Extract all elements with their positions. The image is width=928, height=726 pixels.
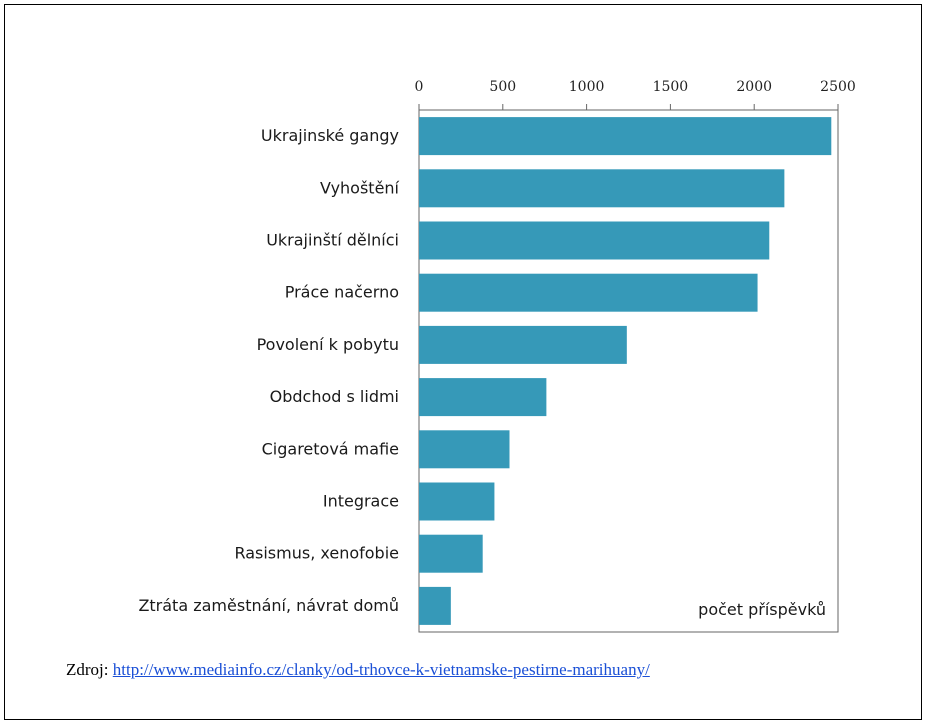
- plot-area: [418, 109, 839, 633]
- x-tick-label: 2500: [820, 79, 856, 95]
- source-line: Zdroj: http://www.mediainfo.cz/clanky/od…: [66, 660, 650, 680]
- category-label: Ukrajinští dělníci: [266, 231, 399, 250]
- bar: [419, 117, 832, 156]
- bar: [419, 430, 510, 469]
- x-tick-label: 1500: [653, 79, 689, 95]
- source-label: Zdroj:: [66, 660, 109, 679]
- bar: [419, 482, 495, 521]
- category-label: Integrace: [323, 492, 399, 511]
- category-label: Rasismus, xenofobie: [234, 544, 399, 563]
- source-link[interactable]: http://www.mediainfo.cz/clanky/od-trhovc…: [112, 660, 650, 679]
- x-tick-label: 500: [489, 79, 516, 95]
- category-label: Práce načerno: [285, 283, 399, 302]
- category-labels: Ukrajinské gangy Vyhoštění Ukrajinští děln…: [138, 126, 399, 615]
- category-label: Vyhoštění: [320, 178, 400, 197]
- x-tick-label: 1000: [569, 79, 605, 95]
- bar: [419, 325, 627, 364]
- category-label: Cigaretová mafie: [262, 439, 399, 458]
- bar: [419, 273, 758, 312]
- bar: [419, 221, 770, 260]
- category-label: Povolení k pobytu: [257, 335, 399, 354]
- x-axis-title: počet příspěvků: [698, 600, 826, 619]
- bar: [419, 534, 483, 573]
- x-axis-ticks: 0 500 1000 1500 2000 2500: [415, 79, 856, 110]
- category-label: Ztráta zaměstnání, návrat domů: [138, 596, 399, 615]
- x-tick-label: 2000: [736, 79, 772, 95]
- x-tick-label: 0: [415, 79, 424, 95]
- bar: [419, 586, 451, 625]
- bar-chart: 0 500 1000 1500 2000 2500 Ukrajinské gangy Vyh…: [138, 79, 856, 633]
- bars: [419, 117, 832, 625]
- category-label: Obdchod s lidmi: [270, 387, 399, 406]
- bar: [419, 169, 785, 208]
- bar: [419, 378, 547, 417]
- category-label: Ukrajinské gangy: [261, 126, 399, 145]
